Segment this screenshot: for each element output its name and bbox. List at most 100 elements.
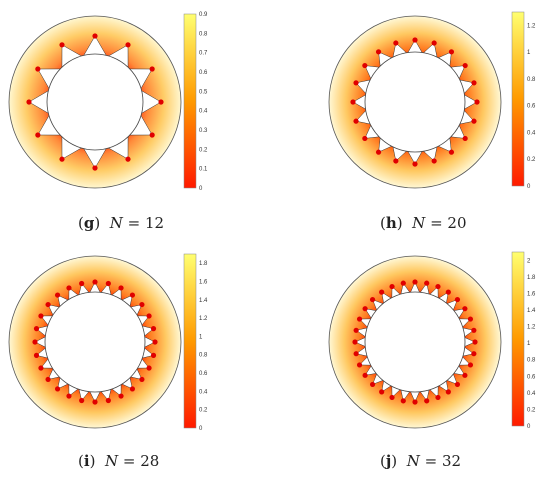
colorbar-tick-label: 1.8	[527, 275, 536, 281]
pole-hotspot	[435, 394, 441, 401]
colorbar-i	[183, 253, 197, 429]
colorbar-tick-label: 0.6	[527, 104, 536, 110]
pole-hotspot	[32, 339, 38, 345]
pole-hotspot	[472, 339, 478, 345]
pole-hotspot	[467, 316, 474, 322]
pole-hotspot	[139, 376, 145, 383]
pole-hotspot	[152, 339, 158, 345]
pole-hotspot	[471, 327, 477, 333]
pole-hotspot	[362, 306, 368, 312]
pole-hotspot	[149, 132, 155, 138]
pole-hotspot	[467, 362, 474, 368]
colorbar-g	[183, 13, 197, 189]
pole-hotspot	[66, 393, 72, 399]
colorbar-tick-label: 2	[527, 258, 531, 264]
colorbar-tick-label: 1.2	[199, 316, 208, 322]
pole-hotspot	[105, 280, 111, 287]
colorbar-tick-label: 1.4	[527, 308, 536, 314]
pole-hotspot	[462, 372, 468, 378]
pole-hotspot	[33, 352, 40, 358]
pole-hotspot	[356, 362, 363, 368]
pole-hotspot	[353, 80, 359, 86]
pole-hotspot	[471, 118, 477, 124]
colorbar-tick-label: 0.4	[527, 130, 536, 136]
pole-hotspot	[412, 279, 418, 285]
rotor-bore-i	[44, 291, 146, 393]
caption-j: (j) N = 32	[380, 452, 462, 470]
colorbar-tick-label: 0.8	[527, 77, 536, 83]
pole-hotspot	[352, 339, 358, 345]
pole-hotspot	[92, 165, 98, 171]
pole-hotspot	[393, 158, 399, 164]
colorbar-tick-label: 0	[527, 184, 531, 190]
panel-g: 0.9 0.8 0.7 0.6 0.5 0.4 0.3 0.2 0.1 0 (g) N = 12	[0, 0, 275, 237]
pole-hotspot	[412, 161, 418, 167]
pole-hotspot	[462, 306, 468, 312]
pole-hotspot	[59, 42, 65, 48]
pole-hotspot	[375, 49, 382, 55]
pole-hotspot	[125, 156, 131, 162]
pole-hotspot	[66, 285, 72, 291]
pole-hotspot	[26, 99, 32, 105]
field-plot-g: 0.9 0.8 0.7 0.6 0.5 0.4 0.3 0.2 0.1 0	[8, 12, 208, 192]
colorbar-tick-label: 1.6	[527, 291, 536, 297]
pole-hotspot	[45, 376, 51, 383]
colorbar-tick-label: 0.2	[199, 147, 208, 153]
pole-hotspot	[393, 40, 399, 46]
pole-hotspot	[400, 398, 406, 404]
pole-hotspot	[118, 393, 124, 399]
panel-i: 1.8 1.6 1.4 1.2 1 0.8 0.6 0.4 0.2 0 (i) N = 28	[0, 240, 275, 477]
pole-hotspot	[474, 99, 480, 105]
pole-hotspot	[448, 49, 455, 55]
pole-hotspot	[362, 62, 368, 69]
pole-hotspot	[92, 399, 98, 405]
pole-hotspot	[45, 301, 51, 308]
pole-hotspot	[146, 365, 152, 371]
colorbar-tick-label: 0	[199, 426, 203, 432]
panel-j: 2 1.8 1.6 1.4 1.2 1 0.8 0.6 0.4 0.2 0 (j) N = 32	[275, 240, 550, 477]
pole-hotspot	[431, 40, 437, 46]
caption-g: (g) N = 12	[78, 214, 165, 232]
colorbar-tick-label: 0.4	[527, 391, 536, 397]
pole-hotspot	[38, 365, 44, 371]
pole-hotspot	[424, 280, 430, 286]
colorbar-tick-label: 0.3	[199, 128, 208, 134]
colorbar-tick-label: 0.4	[199, 389, 208, 395]
colorbar-tick-label: 1.6	[199, 279, 208, 285]
field-plot-h: 1.2 1 0.8 0.6 0.4 0.2 0	[328, 11, 536, 190]
colorbar-j	[511, 251, 525, 427]
pole-hotspot	[454, 296, 461, 303]
colorbar-tick-label: 0.6	[199, 371, 208, 377]
pole-hotspot	[424, 398, 430, 404]
colorbar-tick-label: 0	[199, 186, 203, 192]
pole-hotspot	[150, 326, 157, 332]
caption-h: (h) N = 20	[380, 214, 467, 232]
panel-h: 1.2 1 0.8 0.6 0.4 0.2 0 (h) N = 20	[275, 0, 550, 237]
pole-hotspot	[362, 135, 368, 142]
pole-hotspot	[350, 99, 356, 105]
pole-hotspot	[454, 381, 461, 388]
pole-hotspot	[379, 289, 385, 295]
colorbar-tick-label: 0.9	[199, 12, 208, 18]
colorbar-tick-label: 0.7	[199, 51, 208, 57]
field-plot-i: 1.8 1.6 1.4 1.2 1 0.8 0.6 0.4 0.2 0	[8, 253, 208, 432]
colorbar-tick-label: 1	[527, 50, 531, 56]
pole-hotspot	[35, 66, 41, 72]
pole-hotspot	[353, 327, 359, 333]
pole-hotspot	[375, 149, 382, 155]
caption-i: (i) N = 28	[78, 452, 160, 470]
colorbar-tick-label: 1.2	[527, 325, 536, 331]
pole-hotspot	[92, 33, 98, 39]
pole-hotspot	[369, 296, 376, 303]
pole-hotspot	[129, 386, 136, 392]
colorbar-tick-label: 1.8	[199, 261, 208, 267]
pole-hotspot	[79, 397, 85, 404]
field-plot-j: 2 1.8 1.6 1.4 1.2 1 0.8 0.6 0.4 0.2 0	[328, 251, 536, 430]
pole-hotspot	[118, 285, 124, 291]
pole-hotspot	[400, 280, 406, 286]
colorbar-tick-label: 0.1	[199, 167, 208, 173]
pole-hotspot	[389, 394, 395, 401]
pole-hotspot	[149, 66, 155, 72]
pole-hotspot	[150, 352, 157, 358]
colorbar-tick-label: 1	[199, 334, 203, 340]
